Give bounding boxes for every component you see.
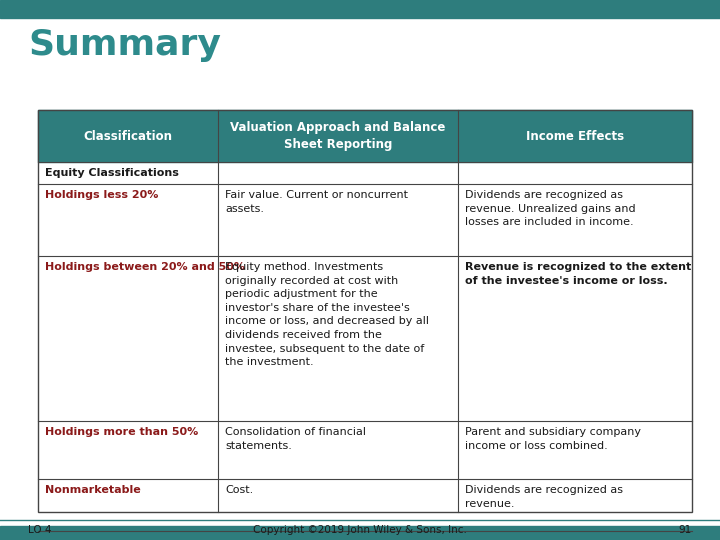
Text: Dividends are recognized as
revenue.: Dividends are recognized as revenue. bbox=[465, 485, 623, 509]
Text: LO 4: LO 4 bbox=[28, 525, 52, 535]
Bar bbox=[0, 0, 720, 18]
Text: Cost.: Cost. bbox=[225, 485, 253, 495]
Text: Valuation Approach and Balance
Sheet Reporting: Valuation Approach and Balance Sheet Rep… bbox=[230, 121, 446, 151]
Text: Holdings between 20% and 50%: Holdings between 20% and 50% bbox=[45, 262, 245, 272]
Text: Copyright ©2019 John Wiley & Sons, Inc.: Copyright ©2019 John Wiley & Sons, Inc. bbox=[253, 525, 467, 535]
Text: Equity method. Investments
originally recorded at cost with
periodic adjustment : Equity method. Investments originally re… bbox=[225, 262, 429, 367]
Text: Holdings more than 50%: Holdings more than 50% bbox=[45, 427, 198, 437]
Text: Income Effects: Income Effects bbox=[526, 130, 624, 143]
Text: 91: 91 bbox=[679, 525, 692, 535]
Text: Holdings less 20%: Holdings less 20% bbox=[45, 190, 158, 200]
Text: Equity Classifications: Equity Classifications bbox=[45, 168, 179, 178]
Text: Dividends are recognized as
revenue. Unrealized gains and
losses are included in: Dividends are recognized as revenue. Unr… bbox=[465, 190, 636, 227]
Text: Fair value. Current or noncurrent
assets.: Fair value. Current or noncurrent assets… bbox=[225, 190, 408, 214]
Bar bbox=[38, 110, 692, 162]
Text: Classification: Classification bbox=[84, 130, 173, 143]
Text: Revenue is recognized to the extent
of the investee's income or loss.: Revenue is recognized to the extent of t… bbox=[465, 262, 691, 286]
Text: Summary: Summary bbox=[28, 28, 221, 62]
Bar bbox=[0, 526, 720, 540]
Text: Nonmarketable: Nonmarketable bbox=[45, 485, 140, 495]
Text: Consolidation of financial
statements.: Consolidation of financial statements. bbox=[225, 427, 366, 450]
Bar bbox=[38, 110, 692, 512]
Text: Parent and subsidiary company
income or loss combined.: Parent and subsidiary company income or … bbox=[465, 427, 641, 450]
